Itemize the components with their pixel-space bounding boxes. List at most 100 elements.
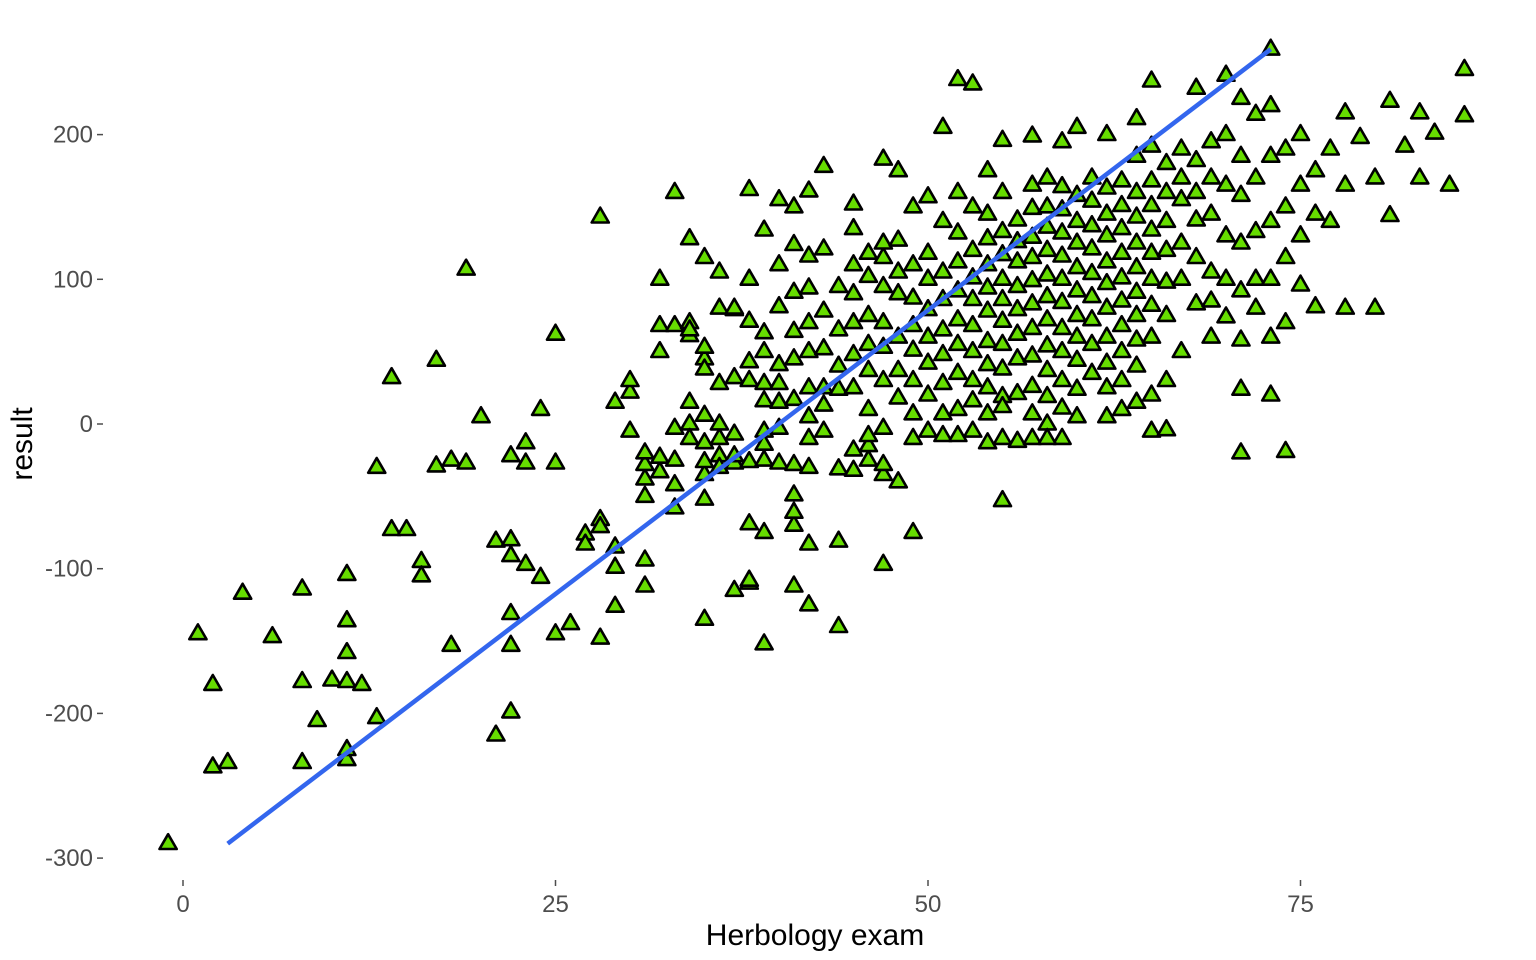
data-point (784, 320, 804, 339)
data-point (1275, 246, 1296, 265)
data-point (1067, 256, 1087, 275)
data-point (754, 219, 774, 237)
data-point (1097, 297, 1117, 315)
data-point (1052, 222, 1072, 240)
data-point (828, 355, 849, 373)
data-point (1052, 131, 1072, 149)
data-point (203, 673, 223, 692)
x-axis-tick-labels: 0 25 50 75 (176, 891, 1314, 918)
data-point (992, 358, 1013, 376)
data-point (1082, 333, 1102, 352)
data-point (977, 300, 998, 318)
data-point (1380, 90, 1400, 108)
data-point (769, 391, 789, 410)
y-tick-label: 200 (53, 122, 93, 149)
data-point (336, 641, 357, 660)
data-point (1231, 442, 1251, 460)
data-point (694, 358, 715, 376)
data-point (1022, 403, 1043, 421)
data-point (1067, 378, 1087, 397)
data-point (798, 533, 819, 551)
data-point (962, 239, 983, 258)
data-point (784, 575, 804, 593)
data-point (1231, 378, 1251, 397)
data-point (635, 549, 655, 567)
data-point (1290, 225, 1311, 243)
data-point (1126, 329, 1147, 347)
data-point (1216, 225, 1236, 243)
data-point (1171, 268, 1192, 287)
data-point (1097, 405, 1117, 424)
data-point (500, 602, 521, 621)
data-point (441, 634, 462, 653)
x-tick-label: 75 (1287, 891, 1314, 918)
data-point (873, 246, 894, 265)
data-point (918, 268, 938, 287)
data-point (724, 297, 745, 315)
data-point (1141, 242, 1162, 261)
data-point (1082, 262, 1102, 281)
data-point (1067, 326, 1087, 344)
data-point (784, 453, 804, 472)
data-point (426, 349, 447, 368)
data-point (828, 615, 849, 634)
data-point (739, 513, 760, 531)
data-point (1320, 138, 1341, 156)
y-tick-label: -200 (45, 700, 93, 727)
data-point (1260, 145, 1281, 163)
data-point (873, 463, 894, 482)
data-point (1171, 138, 1192, 156)
data-point (1007, 209, 1028, 227)
data-point (873, 148, 894, 166)
data-point (366, 706, 387, 725)
data-point (858, 333, 879, 352)
data-point (1126, 355, 1147, 373)
data-point (1097, 177, 1117, 195)
data-point (1037, 264, 1058, 282)
data-point (1156, 181, 1177, 200)
data-point (203, 756, 223, 774)
data-point (411, 565, 432, 583)
data-point (1186, 149, 1207, 168)
data-point (1186, 246, 1207, 265)
data-point (1409, 102, 1430, 120)
data-point (709, 427, 730, 446)
data-point (992, 129, 1013, 148)
data-point (1424, 122, 1445, 140)
data-point (1126, 304, 1147, 323)
data-point (739, 369, 760, 388)
data-point (1156, 271, 1177, 289)
data-point (530, 566, 551, 585)
data-point (1246, 167, 1266, 185)
data-point (947, 251, 968, 269)
data-point (769, 452, 789, 470)
data-point (1097, 352, 1117, 370)
data-point (933, 319, 953, 337)
data-point (769, 372, 789, 391)
data-point (903, 427, 923, 446)
data-point (545, 323, 566, 342)
data-point (1171, 340, 1192, 359)
data-point (1037, 285, 1058, 304)
data-point (754, 521, 774, 540)
data-point (1216, 306, 1236, 324)
data-point (515, 553, 536, 572)
data-point (1097, 225, 1117, 243)
data-point (784, 233, 804, 252)
x-tick-label: 0 (176, 891, 189, 918)
data-point (813, 300, 834, 318)
data-point (1231, 184, 1251, 203)
data-point (1186, 293, 1207, 311)
data-point (1097, 377, 1117, 395)
data-point (754, 433, 774, 452)
data-point (813, 337, 834, 356)
data-point (933, 261, 953, 279)
data-point (1156, 369, 1177, 388)
data-point (873, 553, 894, 572)
data-point (873, 232, 894, 250)
data-point (679, 391, 700, 410)
data-point (1052, 340, 1072, 359)
data-point (724, 366, 745, 385)
data-point (1022, 269, 1043, 288)
data-point (336, 563, 357, 582)
